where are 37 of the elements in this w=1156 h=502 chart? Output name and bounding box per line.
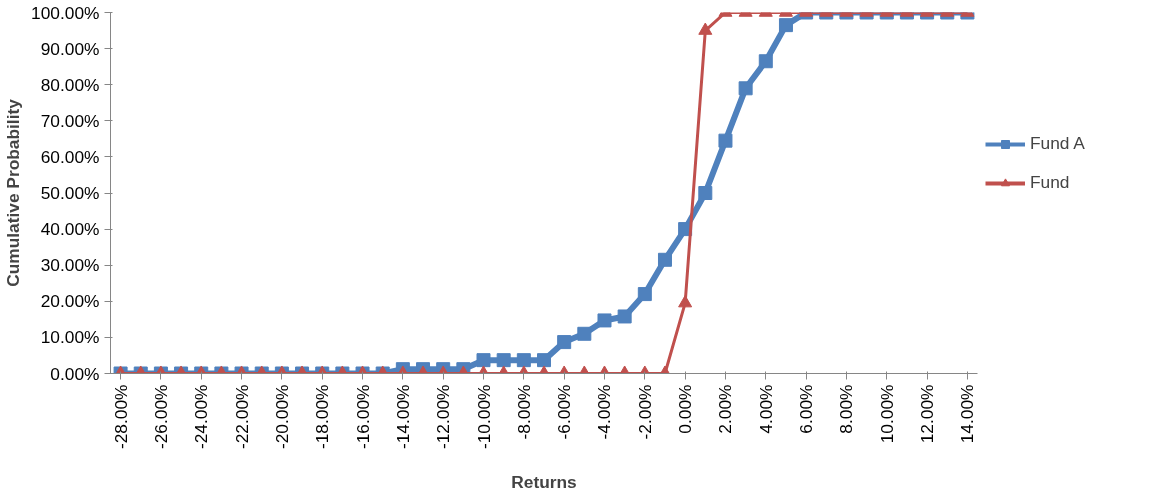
y-tick-label: 80.00% bbox=[40, 74, 100, 95]
x-tick-label: -22.00% bbox=[231, 384, 252, 450]
x-tick-label: 0.00% bbox=[675, 384, 696, 434]
x-tick-label: -2.00% bbox=[634, 384, 655, 440]
y-tick-label: 100.00% bbox=[31, 2, 100, 23]
x-tick-label: -4.00% bbox=[594, 384, 615, 440]
x-tick-label: -16.00% bbox=[352, 384, 373, 450]
x-tick-label: -24.00% bbox=[191, 384, 212, 450]
x-tick-label: 6.00% bbox=[796, 384, 817, 434]
x-tick-label: 10.00% bbox=[876, 384, 897, 444]
y-axis-title: Cumulative Probability bbox=[3, 98, 24, 287]
x-tick-label: 2.00% bbox=[715, 384, 736, 434]
x-tick-label: -26.00% bbox=[150, 384, 171, 450]
legend-label: Fund A bbox=[1030, 133, 1085, 154]
legend-label: Fund bbox=[1030, 172, 1070, 193]
x-tick-label: 8.00% bbox=[836, 384, 857, 434]
y-tick-label: 0.00% bbox=[50, 363, 100, 384]
y-tick-label: 30.00% bbox=[40, 255, 100, 276]
y-tick-label: 10.00% bbox=[40, 327, 100, 348]
x-tick-label: -8.00% bbox=[513, 384, 534, 440]
x-axis-title: Returns bbox=[511, 472, 577, 493]
y-tick-label: 40.00% bbox=[40, 219, 100, 240]
x-tick-label: 14.00% bbox=[957, 384, 978, 444]
x-tick-label: -6.00% bbox=[554, 384, 575, 440]
y-tick-label: 20.00% bbox=[40, 291, 100, 312]
y-tick-label: 60.00% bbox=[40, 146, 100, 167]
x-tick-label: -10.00% bbox=[473, 384, 494, 450]
y-tick-label: 90.00% bbox=[40, 38, 100, 59]
x-tick-label: -20.00% bbox=[271, 384, 292, 450]
x-tick-label: -18.00% bbox=[312, 384, 333, 450]
x-tick-label: -12.00% bbox=[433, 384, 454, 450]
x-tick-label: -28.00% bbox=[110, 384, 131, 450]
y-tick-label: 50.00% bbox=[40, 183, 100, 203]
y-tick-label: 70.00% bbox=[40, 110, 100, 131]
x-tick-label: 4.00% bbox=[755, 384, 776, 434]
x-tick-label: 12.00% bbox=[917, 384, 938, 444]
x-tick-label: -14.00% bbox=[392, 384, 413, 450]
